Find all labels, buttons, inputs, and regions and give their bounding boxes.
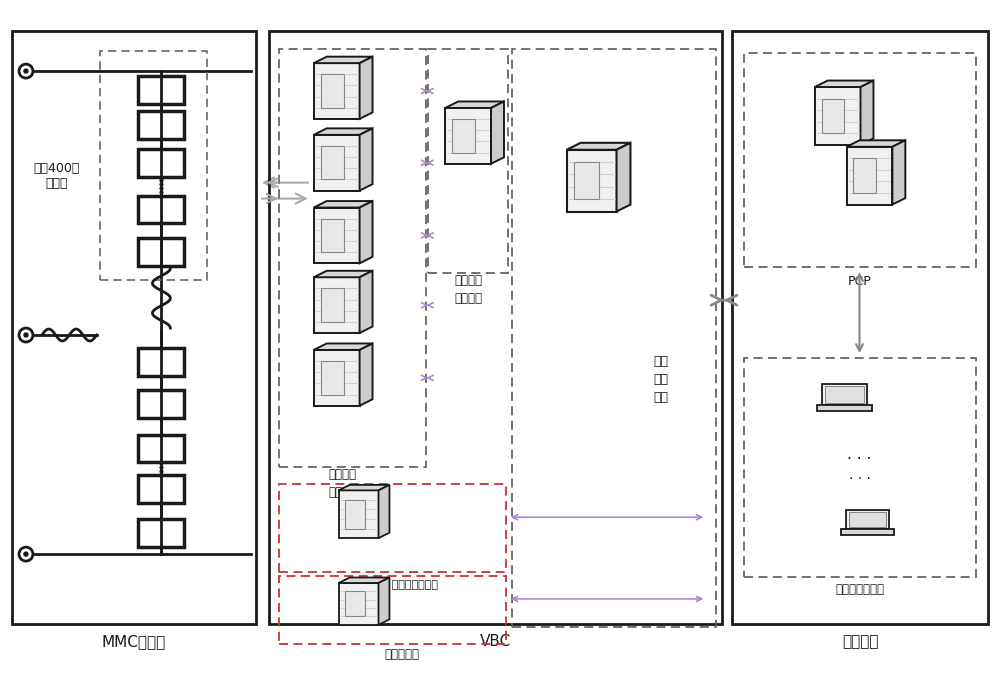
Bar	[445, 108, 491, 164]
Bar	[428, 49, 508, 273]
Bar	[321, 288, 344, 322]
Text: 环流
控制
单元: 环流 控制 单元	[654, 355, 669, 404]
Bar	[138, 435, 184, 462]
Polygon shape	[339, 485, 389, 490]
Bar	[339, 583, 379, 625]
Bar	[822, 99, 844, 133]
Bar	[847, 146, 892, 205]
Polygon shape	[379, 578, 389, 625]
Text: 运行人员工作站: 运行人员工作站	[836, 583, 885, 597]
Bar	[314, 207, 360, 263]
Bar	[567, 150, 617, 211]
Circle shape	[24, 552, 28, 556]
Bar	[822, 384, 867, 405]
Text: VBC: VBC	[480, 634, 511, 649]
Polygon shape	[815, 80, 873, 87]
Text: PCP: PCP	[848, 275, 872, 288]
Circle shape	[24, 333, 28, 337]
Polygon shape	[841, 529, 894, 535]
Text: 站控系统: 站控系统	[842, 634, 878, 649]
Polygon shape	[360, 271, 373, 333]
Polygon shape	[314, 344, 373, 350]
Polygon shape	[314, 201, 373, 207]
Polygon shape	[379, 485, 389, 538]
Bar	[138, 348, 184, 376]
Bar	[138, 148, 184, 177]
Bar	[339, 490, 379, 538]
Polygon shape	[314, 57, 373, 63]
Bar	[849, 512, 886, 527]
Bar	[314, 135, 360, 190]
Bar	[314, 350, 360, 406]
Polygon shape	[360, 57, 373, 119]
Text: 阀监视单元: 阀监视单元	[385, 648, 420, 662]
Polygon shape	[567, 143, 630, 150]
Circle shape	[24, 69, 28, 73]
Polygon shape	[360, 344, 373, 406]
Polygon shape	[339, 578, 389, 583]
Text: 桥蟀分段
控制单元: 桥蟀分段 控制单元	[329, 468, 357, 499]
Bar	[314, 277, 360, 333]
Bar	[138, 475, 184, 504]
Polygon shape	[314, 128, 373, 135]
Bar	[846, 510, 889, 529]
Bar	[138, 389, 184, 418]
Bar	[138, 76, 184, 104]
Text: MMC换流阀: MMC换流阀	[102, 634, 166, 649]
Polygon shape	[314, 271, 373, 277]
Bar	[314, 63, 360, 119]
Bar	[825, 386, 864, 403]
Bar	[452, 119, 475, 153]
Polygon shape	[892, 140, 905, 205]
Bar	[744, 53, 976, 267]
Bar	[138, 238, 184, 267]
Bar	[279, 485, 506, 572]
Text: 桥蟀400个
子模块: 桥蟀400个 子模块	[34, 162, 80, 190]
Bar	[279, 576, 506, 644]
Bar	[345, 591, 365, 616]
Bar	[100, 51, 207, 280]
Bar	[269, 31, 722, 624]
Bar	[732, 31, 988, 624]
Text: 桥蟀汇总
控制单元: 桥蟀汇总 控制单元	[454, 273, 482, 304]
Bar	[744, 358, 976, 577]
Polygon shape	[445, 101, 504, 108]
Polygon shape	[861, 80, 873, 145]
Text: 光CT 合并及接口单元: 光CT 合并及接口单元	[367, 579, 438, 589]
Polygon shape	[817, 405, 872, 410]
Bar	[345, 500, 365, 529]
Bar	[12, 31, 256, 624]
Bar	[815, 87, 861, 145]
Text: · · ·: · · ·	[849, 472, 870, 487]
Bar	[321, 74, 344, 108]
Text: · · ·: · · ·	[847, 452, 872, 467]
Polygon shape	[617, 143, 630, 211]
Polygon shape	[360, 128, 373, 190]
Bar	[321, 219, 344, 252]
Bar	[321, 361, 344, 395]
Polygon shape	[491, 101, 504, 164]
Bar	[138, 196, 184, 223]
Bar	[279, 49, 426, 468]
Bar	[512, 49, 716, 627]
Bar	[138, 519, 184, 547]
Bar	[574, 162, 599, 199]
Bar	[321, 146, 344, 180]
Polygon shape	[360, 201, 373, 263]
Bar	[138, 111, 184, 139]
Bar	[853, 159, 876, 193]
Polygon shape	[847, 140, 905, 146]
